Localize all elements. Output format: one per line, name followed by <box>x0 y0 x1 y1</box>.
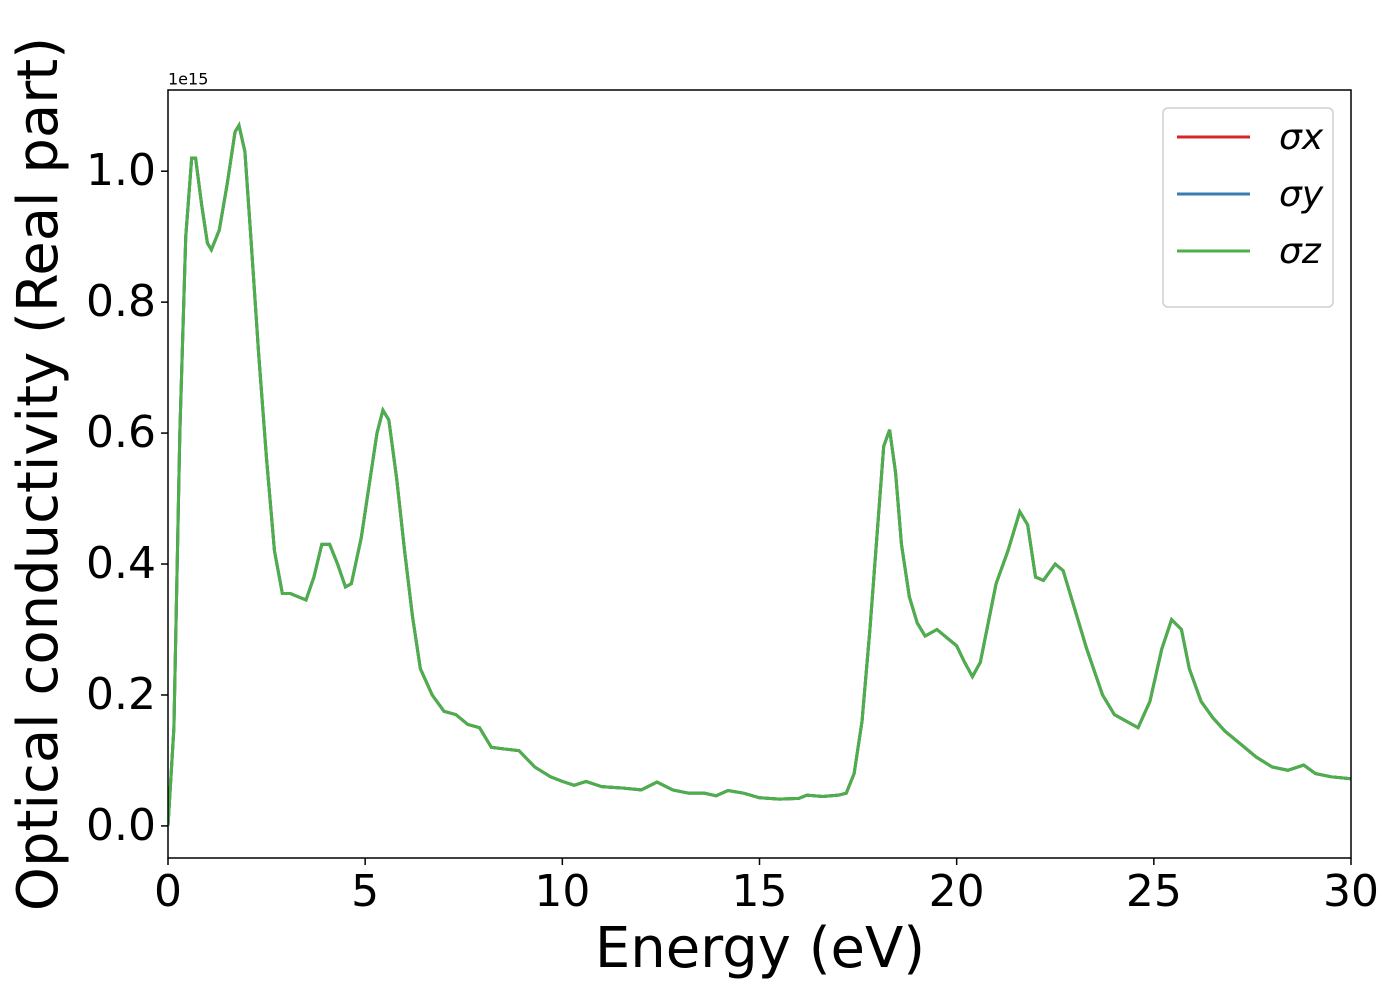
x-axis-label: Energy (eV) <box>595 916 925 981</box>
y-offset-label: 1e15 <box>168 70 208 89</box>
x-tick-label: 10 <box>534 866 590 917</box>
x-tick-label: 30 <box>1323 866 1379 917</box>
x-tick-label: 0 <box>154 866 182 917</box>
line <box>168 121 1351 827</box>
x-tick-label: 15 <box>732 866 788 917</box>
x-tick-label: 25 <box>1126 866 1182 917</box>
legend-label: σz <box>1279 231 1322 272</box>
x-tick-label: 5 <box>351 866 379 917</box>
y-tick-label: 0.4 <box>86 538 156 589</box>
y-tick-label: 0.2 <box>86 669 156 720</box>
y-tick-label: 0.8 <box>86 276 156 327</box>
legend-label: σx <box>1279 117 1324 158</box>
legend-label: σy <box>1279 174 1324 215</box>
x-tick-label: 20 <box>929 866 985 917</box>
plot-frame <box>167 89 1352 859</box>
y-tick-label: 1.0 <box>86 145 156 196</box>
legend-box <box>1162 107 1334 308</box>
y-axis-label: Optical conductivity (Real part) <box>6 37 71 911</box>
y-tick-label: 0.0 <box>86 800 156 851</box>
y-tick-label: 0.6 <box>86 407 156 458</box>
